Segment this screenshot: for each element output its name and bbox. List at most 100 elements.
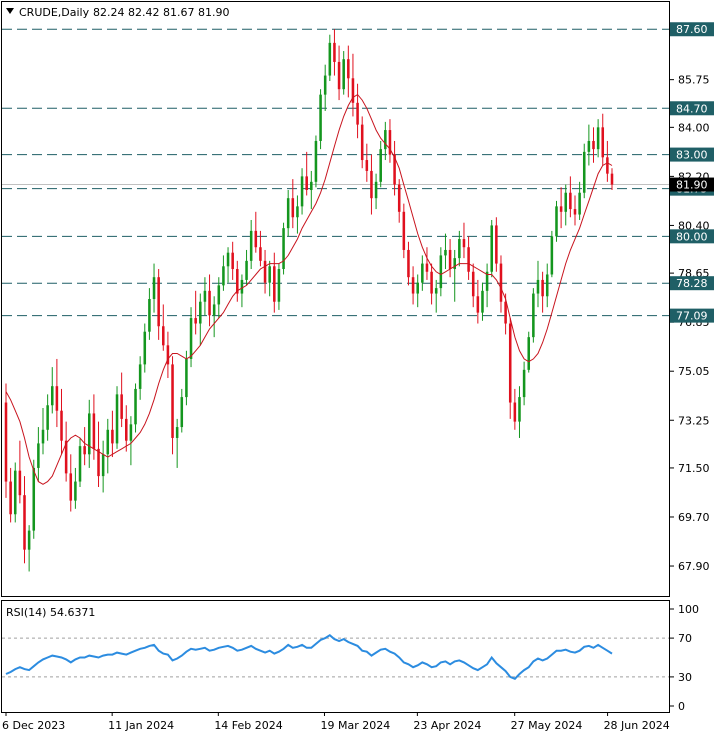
bear-candle	[393, 154, 396, 185]
bear-candle	[97, 448, 100, 477]
bull-candle	[596, 127, 600, 150]
symbol-label: CRUDE,Daily	[19, 6, 90, 19]
bear-candle	[69, 473, 73, 501]
bear-candle	[425, 263, 429, 272]
bull-candle	[245, 260, 248, 280]
bull-candle	[485, 271, 489, 291]
bear-candle	[55, 386, 59, 411]
bull-candle	[384, 130, 387, 150]
bull-candle	[32, 467, 36, 531]
level-label-box	[670, 276, 714, 291]
price-tick-label: 84.00	[678, 121, 710, 134]
level-label-box	[670, 308, 714, 323]
bear-candle	[291, 198, 295, 218]
bull-candle	[268, 266, 271, 283]
bull-candle	[222, 266, 225, 286]
level-label-box	[670, 229, 714, 244]
bear-candle	[263, 260, 267, 283]
date-label: 23 Apr 2024	[413, 719, 481, 732]
current-price-label: 81.90	[676, 179, 708, 192]
bull-candle	[342, 59, 345, 90]
bear-candle	[125, 418, 128, 441]
bear-candle	[606, 157, 609, 174]
bear-candle	[111, 429, 114, 444]
bull-candle	[578, 192, 581, 215]
bear-candle	[407, 249, 410, 278]
bear-candle	[397, 184, 401, 212]
bull-candle	[532, 293, 535, 338]
bear-candle	[9, 481, 12, 515]
bull-candle	[134, 388, 137, 425]
bull-candle	[249, 230, 253, 261]
bull-candle	[175, 427, 179, 438]
collapse-triangle-icon[interactable]	[6, 8, 14, 14]
bear-candle	[504, 301, 507, 324]
bull-candle	[416, 282, 419, 294]
rsi-panel-frame	[1, 600, 670, 713]
bull-candle	[550, 236, 554, 275]
bear-candle	[4, 402, 8, 482]
bull-candle	[481, 290, 484, 313]
price-tick-label: 80.40	[678, 219, 710, 232]
bear-candle	[370, 170, 373, 199]
rsi-title: RSI(14) 54.6371	[6, 606, 95, 619]
bull-candle	[458, 239, 461, 259]
date-axis: 6 Dec 2023 11 Jan 2024 14 Feb 2024 19 Mar 2…	[2, 712, 670, 732]
level-label: 87.60	[676, 23, 708, 36]
bear-candle	[208, 290, 211, 316]
bear-candle	[601, 127, 605, 158]
bull-candle	[203, 290, 207, 302]
date-label: 6 Dec 2023	[2, 719, 65, 732]
price-tick-label: 69.70	[678, 511, 710, 524]
bear-candle	[411, 277, 415, 294]
date-label: 28 Jun 2024	[604, 719, 670, 732]
bear-candle	[559, 206, 563, 212]
level-label-box	[670, 101, 714, 116]
level-label: 80.00	[676, 230, 708, 243]
bear-candle	[18, 470, 22, 496]
bull-candle	[129, 424, 133, 441]
bull-candle	[379, 149, 382, 182]
bull-candle	[587, 140, 591, 152]
bear-candle	[23, 495, 26, 550]
bear-candle	[194, 318, 197, 324]
bull-candle	[536, 279, 540, 294]
bull-candle	[527, 337, 531, 370]
bull-candle	[50, 386, 54, 406]
current-price-box	[670, 177, 714, 192]
bull-candle	[37, 443, 40, 468]
bear-candle	[592, 140, 595, 150]
bull-candle	[212, 304, 216, 316]
bull-candle	[87, 413, 91, 455]
bear-candle	[610, 173, 614, 185]
bull-candle	[189, 318, 193, 359]
moving-average-line	[5, 93, 613, 485]
rsi-tick-label: 30	[678, 671, 692, 684]
date-label: 27 May 2024	[511, 719, 583, 732]
bear-candle	[171, 364, 174, 438]
bear-candle	[569, 192, 572, 210]
level-label: 83.00	[676, 149, 708, 162]
bull-candle	[545, 274, 549, 297]
bear-candle	[236, 269, 239, 294]
price-axis: 85.7584.0082.2080.4078.6576.8575.0573.25…	[670, 74, 710, 573]
bull-candle	[328, 42, 332, 76]
bear-candle	[120, 394, 123, 419]
bear-candle	[402, 211, 406, 250]
bull-candle	[490, 225, 493, 272]
bear-candle	[254, 230, 258, 248]
bull-candle	[323, 75, 327, 95]
bear-candle	[430, 271, 433, 294]
bear-candle	[513, 402, 517, 422]
bear-candle	[356, 102, 359, 125]
bull-candle	[564, 192, 568, 212]
bear-candle	[462, 239, 466, 248]
horizontal-levels	[2, 28, 669, 317]
bear-candle	[347, 59, 350, 79]
bull-candle	[522, 369, 526, 398]
price-tick-label: 75.05	[678, 365, 710, 378]
bear-candle	[448, 249, 452, 270]
bull-candle	[13, 470, 17, 515]
